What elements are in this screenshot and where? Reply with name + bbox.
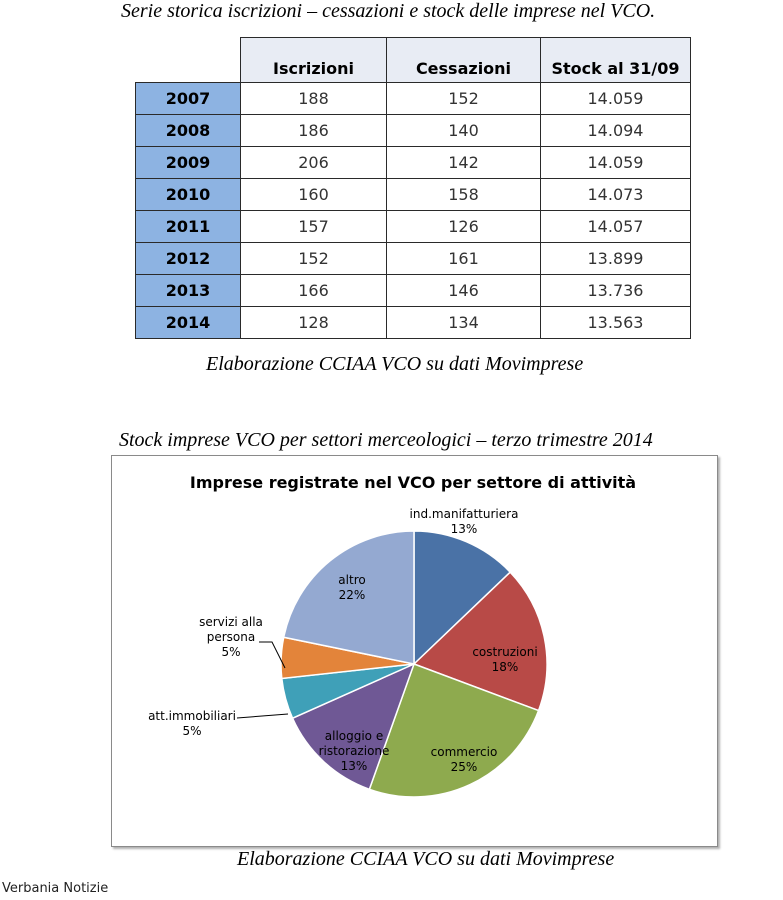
pie-slice-alloggio-e-ristorazione xyxy=(291,662,416,791)
pie-slice-commercio xyxy=(368,663,540,798)
table-row: 2013 166 146 13.736 xyxy=(135,274,691,307)
chart-caption: Stock imprese VCO per settori merceologi… xyxy=(119,429,653,451)
pie-chart-panel: Imprese registrate nel VCO per settore d… xyxy=(111,455,718,847)
table-row: 2014 128 134 13.563 xyxy=(135,306,691,339)
cessazioni-cell: 152 xyxy=(386,82,541,115)
stock-cell: 14.073 xyxy=(540,178,691,211)
header-iscrizioni: Iscrizioni xyxy=(240,37,387,83)
year-cell: 2010 xyxy=(135,178,241,211)
cessazioni-cell: 146 xyxy=(386,274,541,307)
slice-label: costruzioni 18% xyxy=(472,645,537,674)
cessazioni-cell: 134 xyxy=(386,306,541,339)
slice-label: ind.manifatturiera 13% xyxy=(410,507,519,536)
table-source-note: Elaborazione CCIAA VCO su dati Movimpres… xyxy=(206,353,584,375)
stock-cell: 14.057 xyxy=(540,210,691,243)
cessazioni-cell: 126 xyxy=(386,210,541,243)
iscrizioni-cell: 166 xyxy=(240,274,387,307)
header-cessazioni: Cessazioni xyxy=(386,37,541,83)
year-cell: 2007 xyxy=(135,82,241,115)
stock-cell: 13.563 xyxy=(540,306,691,339)
iscrizioni-cell: 157 xyxy=(240,210,387,243)
pie-chart: Imprese registrate nel VCO per settore d… xyxy=(148,473,636,798)
slice-label: altro 22% xyxy=(338,573,365,602)
data-table: Iscrizioni Cessazioni Stock al 31/09 200… xyxy=(135,37,691,339)
pie-slice-ind-manifatturiera xyxy=(413,530,512,666)
table-row: 2007 188 152 14.059 xyxy=(135,82,691,115)
stock-cell: 14.059 xyxy=(540,82,691,115)
iscrizioni-cell: 160 xyxy=(240,178,387,211)
stock-cell: 14.094 xyxy=(540,114,691,147)
iscrizioni-cell: 152 xyxy=(240,242,387,275)
header-stock: Stock al 31/09 xyxy=(540,37,691,83)
slice-label: servizi alla persona 5% xyxy=(199,615,263,659)
slice-label: commercio 25% xyxy=(431,745,498,774)
cessazioni-cell: 161 xyxy=(386,242,541,275)
year-cell: 2012 xyxy=(135,242,241,275)
table-row: 2011 157 126 14.057 xyxy=(135,210,691,243)
table-row: 2012 152 161 13.899 xyxy=(135,242,691,275)
chart-title: Imprese registrate nel VCO per settore d… xyxy=(190,473,636,492)
table-corner-cell xyxy=(135,37,241,83)
year-cell: 2013 xyxy=(135,274,241,307)
iscrizioni-cell: 206 xyxy=(240,146,387,179)
cessazioni-cell: 140 xyxy=(386,114,541,147)
slice-label: att.immobiliari 5% xyxy=(148,709,236,738)
chart-source-note: Elaborazione CCIAA VCO su dati Movimpres… xyxy=(237,848,615,870)
stock-cell: 14.059 xyxy=(540,146,691,179)
iscrizioni-cell: 128 xyxy=(240,306,387,339)
table-caption: Serie storica iscrizioni – cessazioni e … xyxy=(121,0,656,22)
table-row: 2008 186 140 14.094 xyxy=(135,114,691,147)
year-cell: 2011 xyxy=(135,210,241,243)
slice-label: alloggio e ristorazione 13% xyxy=(319,729,390,773)
footer-credit: Verbania Notizie xyxy=(2,881,109,896)
iscrizioni-cell: 188 xyxy=(240,82,387,115)
year-cell: 2009 xyxy=(135,146,241,179)
pie-slice-altro xyxy=(282,530,415,665)
stock-cell: 13.736 xyxy=(540,274,691,307)
leader-line xyxy=(236,713,289,719)
table-row: 2010 160 158 14.073 xyxy=(135,178,691,211)
iscrizioni-cell: 186 xyxy=(240,114,387,147)
table-header-row: Iscrizioni Cessazioni Stock al 31/09 xyxy=(135,37,691,83)
stock-cell: 13.899 xyxy=(540,242,691,275)
table-row: 2009 206 142 14.059 xyxy=(135,146,691,179)
year-cell: 2014 xyxy=(135,306,241,339)
cessazioni-cell: 142 xyxy=(386,146,541,179)
cessazioni-cell: 158 xyxy=(386,178,541,211)
year-cell: 2008 xyxy=(135,114,241,147)
leader-line xyxy=(259,641,286,669)
